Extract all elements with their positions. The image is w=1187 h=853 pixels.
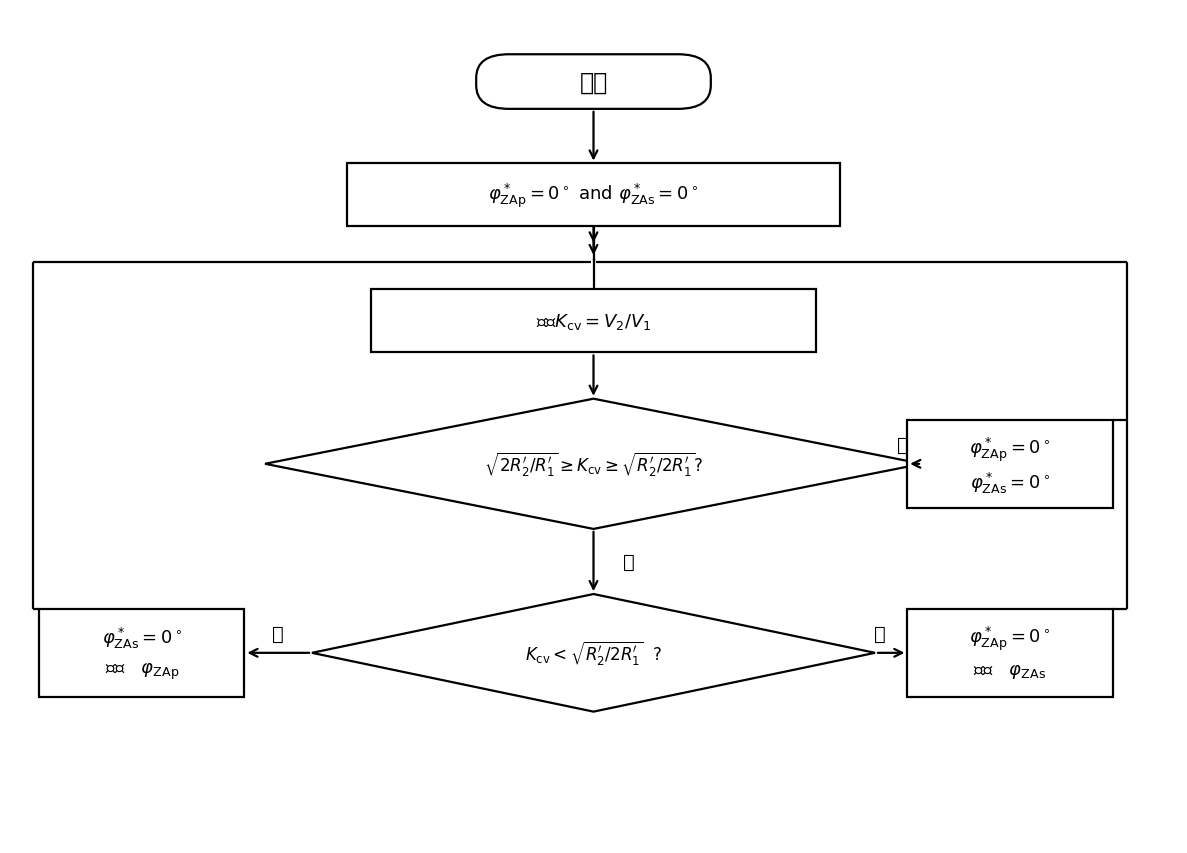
Text: $\varphi^*_{\mathrm{ZAp}}=0^\circ$: $\varphi^*_{\mathrm{ZAp}}=0^\circ$ (969, 624, 1050, 652)
Bar (907, 609, 1112, 697)
Text: $\sqrt{2R_2^{\prime}/R_1^{\prime}}\geq K_{\mathrm{cv}}\geq\sqrt{R_2^{\prime}/2R_: $\sqrt{2R_2^{\prime}/R_1^{\prime}}\geq K… (484, 450, 703, 479)
Polygon shape (312, 595, 875, 711)
Text: 是: 是 (897, 435, 909, 454)
Polygon shape (265, 399, 922, 530)
Text: 调节$\quad\varphi_{\mathrm{ZAs}}$: 调节$\quad\varphi_{\mathrm{ZAs}}$ (973, 663, 1047, 681)
FancyBboxPatch shape (476, 55, 711, 110)
Bar (907, 421, 1112, 508)
Text: $\varphi^*_{\mathrm{ZAs}}=0^\circ$: $\varphi^*_{\mathrm{ZAs}}=0^\circ$ (970, 470, 1050, 496)
Text: $\varphi^*_{\mathrm{ZAp}}=0^\circ\ \mathrm{and}\ \varphi^*_{\mathrm{ZAs}}=0^\cir: $\varphi^*_{\mathrm{ZAp}}=0^\circ\ \math… (488, 182, 699, 210)
Text: 否: 否 (272, 624, 284, 643)
Bar (39, 609, 245, 697)
Text: 是: 是 (874, 624, 886, 643)
Text: $K_{\mathrm{cv}}<\sqrt{R_2^{\prime}/2R_1^{\prime}}\ \ ?$: $K_{\mathrm{cv}}<\sqrt{R_2^{\prime}/2R_1… (525, 639, 662, 667)
Text: $\varphi^*_{\mathrm{ZAs}}=0^\circ$: $\varphi^*_{\mathrm{ZAs}}=0^\circ$ (102, 625, 182, 651)
Bar (370, 290, 817, 353)
Text: 否: 否 (623, 553, 635, 572)
Text: 调节$\quad\varphi_{\mathrm{ZAp}}$: 调节$\quad\varphi_{\mathrm{ZAp}}$ (104, 661, 179, 682)
Text: 开始: 开始 (579, 71, 608, 95)
Bar (347, 165, 840, 227)
Text: 计算$K_{\mathrm{cv}}=V_2/V_1$: 计算$K_{\mathrm{cv}}=V_2/V_1$ (535, 311, 652, 332)
Text: $\varphi^*_{\mathrm{ZAp}}=0^\circ$: $\varphi^*_{\mathrm{ZAp}}=0^\circ$ (969, 435, 1050, 463)
